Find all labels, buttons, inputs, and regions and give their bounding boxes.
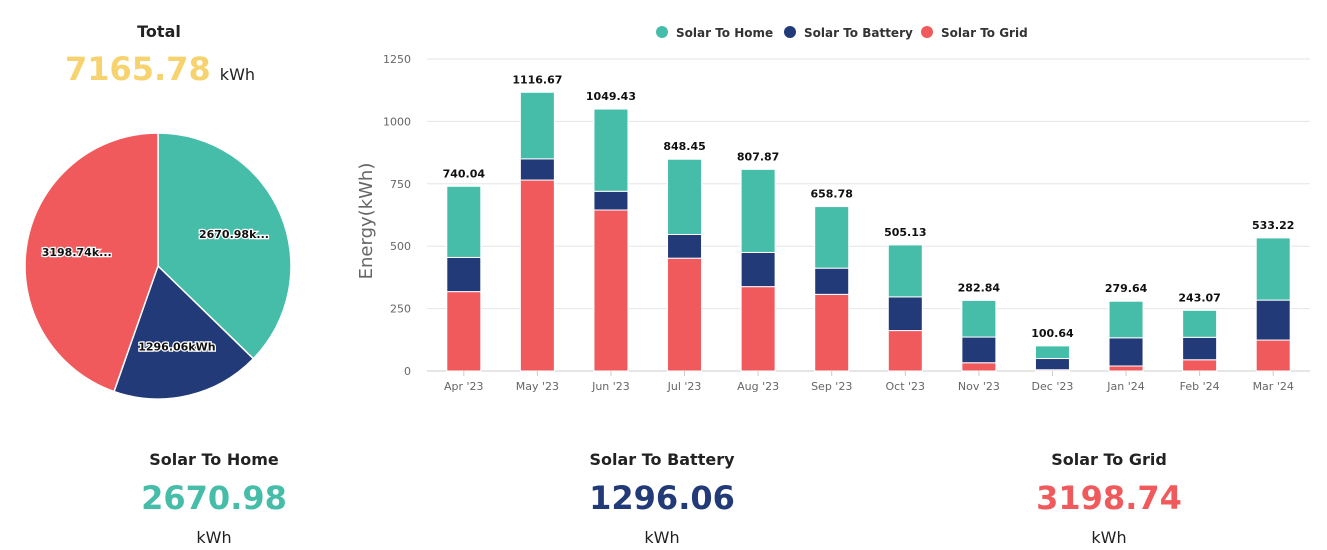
bar-total-label: 740.04 xyxy=(443,167,486,180)
summary-solar-to-home: Solar To Home 2670.98 kWh xyxy=(64,450,364,547)
y-tick-label: 0 xyxy=(404,365,411,378)
bar-segment-battery[interactable] xyxy=(961,336,997,364)
x-tick-label: Dec '23 xyxy=(1032,380,1074,393)
summary-value: 1296.06 xyxy=(589,479,735,517)
x-tick-label: Apr '23 xyxy=(444,380,484,393)
legend-item[interactable]: Solar To Home xyxy=(656,26,773,40)
bar-segment-home[interactable] xyxy=(667,158,703,235)
summary-solar-to-battery: Solar To Battery 1296.06 kWh xyxy=(512,450,812,547)
bar-segment-grid[interactable] xyxy=(1108,365,1144,372)
pie-label-battery: 1296.06kWh xyxy=(138,340,215,353)
bar-total-label: 100.64 xyxy=(1031,327,1074,340)
bar-segment-home[interactable] xyxy=(1255,237,1291,301)
legend-marker xyxy=(784,26,796,38)
bar-total-label: 658.78 xyxy=(810,188,852,201)
bar-segment-battery[interactable] xyxy=(740,251,776,288)
y-tick-label: 750 xyxy=(390,178,411,191)
summary-unit: kWh xyxy=(644,528,680,547)
bar-segment-battery[interactable] xyxy=(1108,337,1144,367)
bar-segment-battery[interactable] xyxy=(1182,336,1218,361)
legend-item[interactable]: Solar To Grid xyxy=(921,26,1028,40)
y-tick-label: 250 xyxy=(390,303,411,316)
x-tick-label: Jul '23 xyxy=(667,380,702,393)
bar-segment-battery[interactable] xyxy=(887,296,923,332)
bar-segment-grid[interactable] xyxy=(1255,339,1291,372)
pie-slice-grid[interactable] xyxy=(24,132,159,393)
pie-label-home: 2670.98k... xyxy=(199,228,269,241)
bar-segment-home[interactable] xyxy=(593,108,629,192)
bar-segment-grid[interactable] xyxy=(814,293,850,372)
summary-unit: kWh xyxy=(196,528,232,547)
x-tick-label: Sep '23 xyxy=(811,380,852,393)
summary-value: 3198.74 xyxy=(1036,479,1182,517)
bar-total-label: 282.84 xyxy=(958,281,1001,294)
bar-segment-grid[interactable] xyxy=(961,362,997,372)
bar-segment-home[interactable] xyxy=(519,91,555,160)
bar-total-label: 1049.43 xyxy=(586,90,636,103)
y-tick-label: 1000 xyxy=(383,115,411,128)
summary-unit: kWh xyxy=(1091,528,1127,547)
bar-total-label: 807.87 xyxy=(737,150,779,163)
bar-segment-battery[interactable] xyxy=(814,267,850,295)
legend-label: Solar To Grid xyxy=(941,26,1028,40)
x-tick-label: May '23 xyxy=(516,380,559,393)
summary-solar-to-grid: Solar To Grid 3198.74 kWh xyxy=(959,450,1259,547)
bar-segment-home[interactable] xyxy=(1182,309,1218,338)
total-value: 7165.78 xyxy=(64,50,211,88)
y-tick-label: 1250 xyxy=(383,53,411,66)
x-tick-label: Jan '24 xyxy=(1106,380,1144,393)
bar-segment-grid[interactable] xyxy=(740,286,776,372)
legend-item[interactable]: Solar To Battery xyxy=(784,26,913,40)
total-value-row: 7165.78 kWh xyxy=(40,50,280,88)
bar-total-label: 848.45 xyxy=(663,140,705,153)
bar-segment-home[interactable] xyxy=(446,185,482,258)
bar-segment-grid[interactable] xyxy=(446,291,482,372)
bar-segment-battery[interactable] xyxy=(446,256,482,293)
bar-total-label: 279.64 xyxy=(1105,282,1148,295)
bar-total-label: 505.13 xyxy=(884,226,926,239)
bar-segment-home[interactable] xyxy=(740,168,776,253)
bar-segment-battery[interactable] xyxy=(667,233,703,259)
summary-title: Solar To Home xyxy=(149,450,279,469)
bar-segment-home[interactable] xyxy=(814,206,850,269)
total-unit: kWh xyxy=(219,65,256,84)
bar-segment-home[interactable] xyxy=(961,299,997,338)
legend-marker xyxy=(656,26,668,38)
x-tick-label: Feb '24 xyxy=(1180,380,1220,393)
x-tick-label: Nov '23 xyxy=(958,380,1000,393)
bar-segment-home[interactable] xyxy=(887,244,923,298)
bar-total-label: 1116.67 xyxy=(512,73,562,86)
stacked-bar-chart[interactable]: Solar To Home Solar To Battery Solar To Gr… xyxy=(340,0,1327,410)
x-tick-label: Mar '24 xyxy=(1253,380,1294,393)
legend-marker xyxy=(921,26,933,38)
legend-label: Solar To Battery xyxy=(804,26,913,40)
total-title: Total xyxy=(137,22,181,41)
summary-value: 2670.98 xyxy=(141,479,287,517)
bar-segment-home[interactable] xyxy=(1034,345,1070,360)
bar-segment-battery[interactable] xyxy=(593,190,629,211)
x-tick-label: Aug '23 xyxy=(737,380,779,393)
bar-segment-home[interactable] xyxy=(1108,300,1144,339)
bar-total-label: 533.22 xyxy=(1252,219,1294,232)
y-axis-label: Energy(kWh) xyxy=(356,163,377,280)
x-tick-label: Jun '23 xyxy=(591,380,630,393)
summary-title: Solar To Battery xyxy=(589,450,735,469)
x-tick-label: Oct '23 xyxy=(886,380,926,393)
bar-segment-grid[interactable] xyxy=(519,179,555,372)
bar-segment-grid[interactable] xyxy=(887,330,923,372)
bar-total-label: 243.07 xyxy=(1178,291,1220,304)
summary-title: Solar To Grid xyxy=(1051,450,1167,469)
bar-segment-grid[interactable] xyxy=(1182,359,1218,372)
pie-label-grid: 3198.74k... xyxy=(42,246,112,259)
bar-segment-battery[interactable] xyxy=(519,158,555,181)
bar-segment-battery[interactable] xyxy=(1034,358,1070,371)
pie-slice-battery[interactable] xyxy=(113,264,255,400)
bar-segment-grid[interactable] xyxy=(667,257,703,372)
legend-label: Solar To Home xyxy=(676,26,773,40)
pie-chart[interactable]: 2670.98k... 1296.06kWh 3198.74k... xyxy=(0,100,320,420)
bar-segment-battery[interactable] xyxy=(1255,299,1291,341)
pie-slice-home[interactable] xyxy=(157,132,292,360)
y-tick-label: 500 xyxy=(390,240,411,253)
bar-segment-grid[interactable] xyxy=(593,209,629,372)
